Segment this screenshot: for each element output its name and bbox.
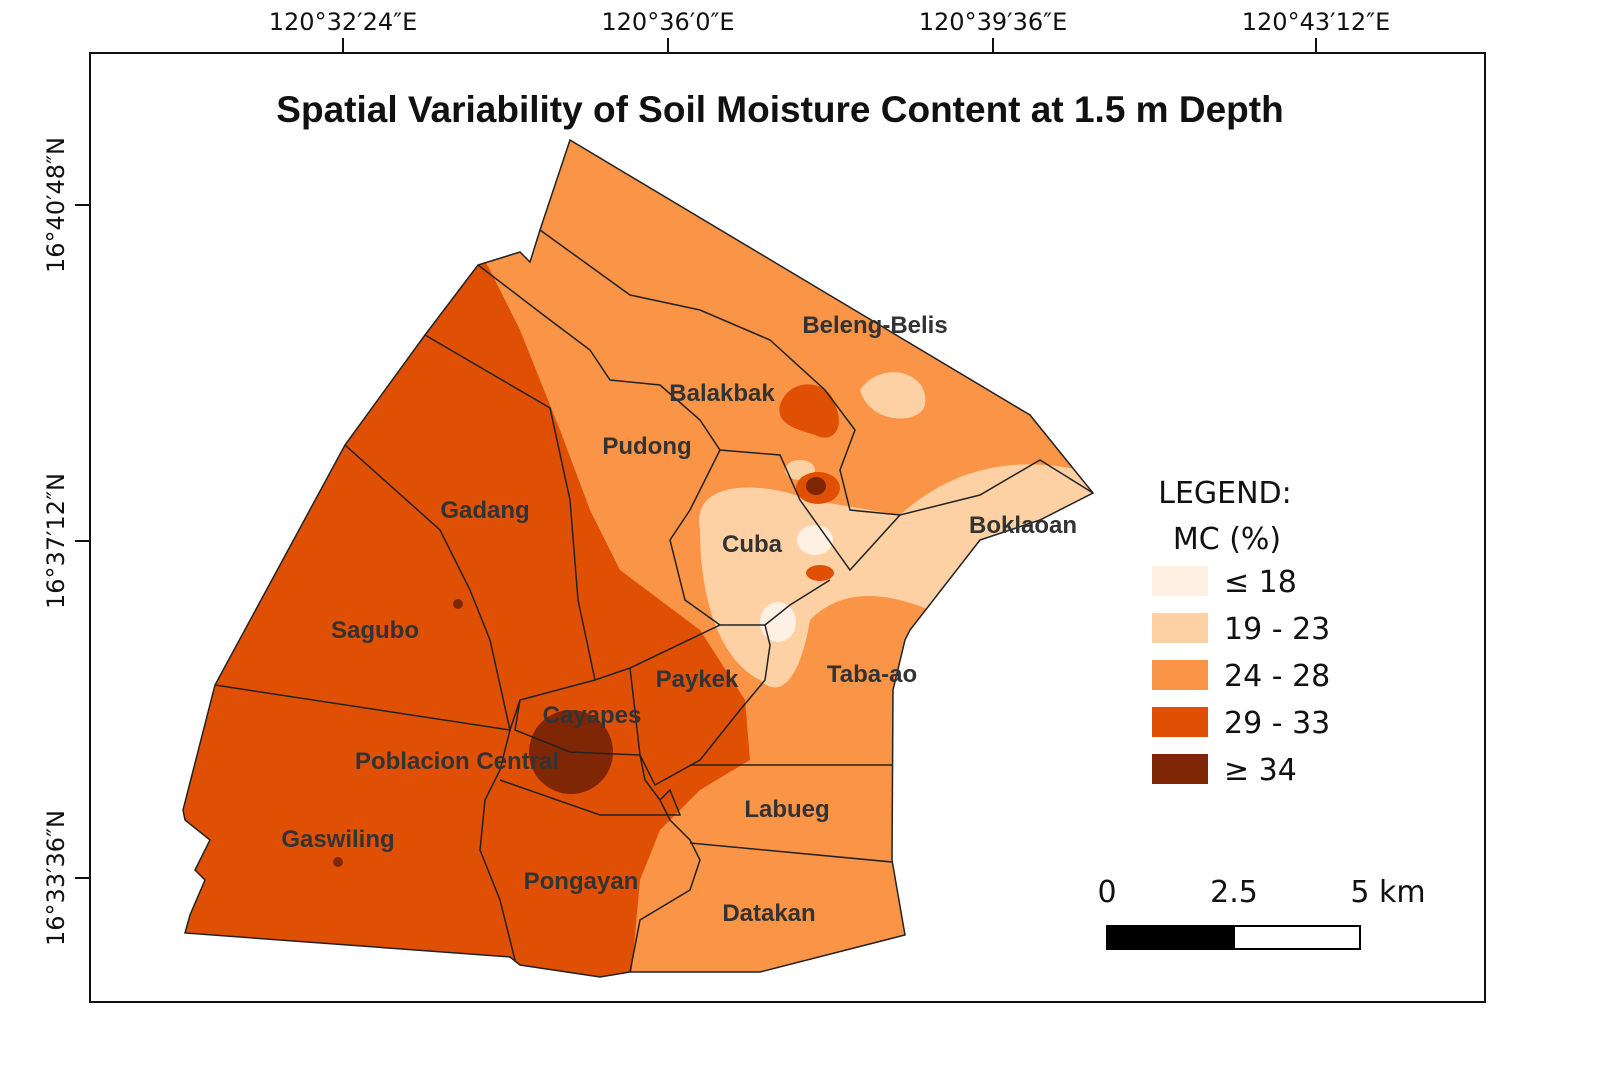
barangay-label: Boklaoan	[969, 512, 1077, 539]
barangay-label: Taba-ao	[827, 661, 917, 688]
legend-label: 29 - 33	[1224, 706, 1330, 741]
latitude-label: 16°33′36″N	[42, 810, 70, 946]
legend-label: ≥ 34	[1224, 753, 1297, 788]
scale-label: 2.5	[1210, 875, 1258, 910]
legend: LEGEND: MC (%) ≤ 18 19 - 23 24 - 28 29 - 33…	[1152, 476, 1330, 788]
barangay-label: Poblacion Central	[355, 748, 559, 775]
scale-segment	[1233, 925, 1361, 950]
map-title: Spatial Variability of Soil Moisture Con…	[276, 89, 1283, 130]
barangay-label: Beleng-Belis	[802, 312, 947, 339]
scale-segment	[1106, 925, 1235, 950]
legend-swatch	[1152, 566, 1208, 596]
legend-label: 19 - 23	[1224, 612, 1330, 647]
latitude-label: 16°40′48″N	[42, 137, 70, 273]
zone	[860, 372, 926, 419]
zone	[453, 599, 463, 609]
latitude-label: 16°37′12″N	[42, 473, 70, 609]
legend-subtitle: MC (%)	[1173, 522, 1281, 557]
legend-label: 24 - 28	[1224, 659, 1330, 694]
zone	[797, 525, 833, 555]
zone	[806, 477, 826, 495]
legend-swatch	[1152, 707, 1208, 737]
barangay-label: Balakbak	[669, 380, 775, 407]
barangay-label: Paykek	[656, 666, 739, 693]
longitude-label: 120°43′12″E	[1242, 8, 1390, 36]
scale-label: 5 km	[1350, 875, 1425, 910]
longitude-label: 120°32′24″E	[269, 8, 417, 36]
barangay-label: Labueg	[744, 796, 829, 823]
zone	[779, 384, 839, 438]
scale-label: 0	[1097, 875, 1116, 910]
barangay-label: Gaswiling	[281, 826, 394, 853]
legend-label: ≤ 18	[1224, 565, 1297, 600]
legend-swatch	[1152, 613, 1208, 643]
barangay-boundaries	[214, 229, 1094, 973]
legend-swatch	[1152, 754, 1208, 784]
longitude-label: 120°39′36″E	[919, 8, 1067, 36]
zone	[760, 602, 796, 642]
legend-title: LEGEND:	[1158, 476, 1292, 511]
barangay-label: Pudong	[602, 433, 691, 460]
barangay-label: Datakan	[722, 900, 815, 927]
zone	[806, 565, 834, 581]
legend-swatch	[1152, 660, 1208, 690]
barangay-label: Cuba	[722, 531, 783, 558]
zone	[333, 857, 343, 867]
barangay-label: Pongayan	[524, 868, 639, 895]
barangay-label: Gadang	[440, 497, 529, 524]
barangay-label: Sagubo	[331, 617, 419, 644]
longitude-label: 120°36′0″E	[601, 8, 734, 36]
scale-bar: 0 2.5 5 km	[1097, 875, 1426, 950]
zone	[699, 464, 1093, 688]
ticks	[75, 38, 1317, 879]
barangay-label: Cayapes	[543, 702, 642, 729]
